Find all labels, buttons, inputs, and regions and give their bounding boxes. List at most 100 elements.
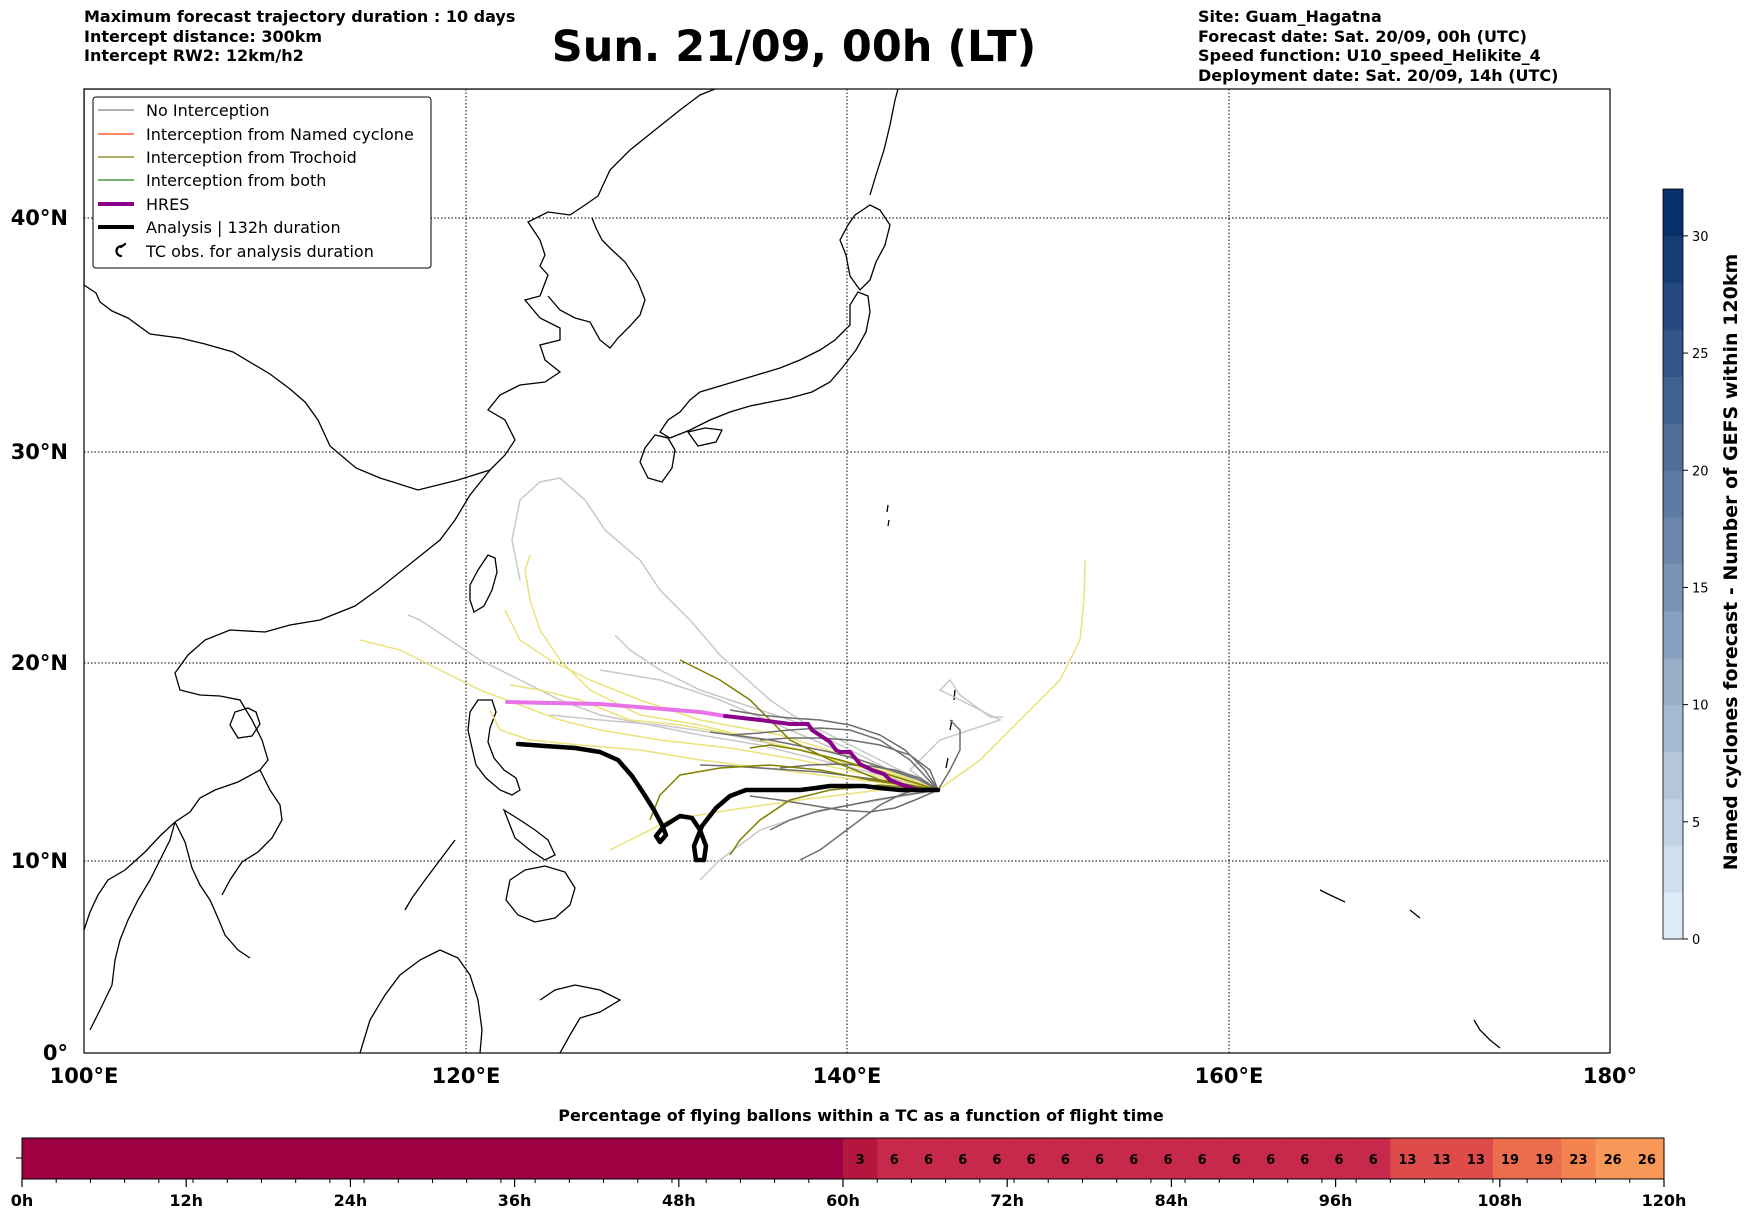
coastline-korea xyxy=(547,217,646,349)
timeline: Percentage of flying ballons within a TC… xyxy=(11,1106,1687,1210)
colorbar-band xyxy=(1663,564,1683,612)
timeline-tick-label: 84h xyxy=(1155,1191,1189,1210)
timeline-tick-label: 24h xyxy=(334,1191,368,1210)
timeline-cell-value: 6 xyxy=(1129,1153,1138,1168)
timeline-cell-value: 6 xyxy=(992,1153,1001,1168)
timeline-ticks: 0h 12h 24h 36h 48h 60h 72h 84h 96h 108h 120h xyxy=(11,1179,1686,1210)
coastline-borneo xyxy=(359,949,483,1053)
lon-labels: 100°E 120°E 140°E 160°E 180° xyxy=(50,1064,1638,1088)
timeline-cell xyxy=(1561,1138,1597,1179)
legend-box xyxy=(92,96,432,269)
lat-label-20n: 20°N xyxy=(11,651,68,675)
header-intercept-rw2: Intercept RW2: 12km/h2 xyxy=(84,46,304,65)
coastline-malay-peninsula xyxy=(89,821,176,1031)
timeline-cell-value: 13 xyxy=(1467,1153,1485,1168)
colorbar-ticks: 0 5 10 15 20 25 30 xyxy=(1683,230,1709,948)
colorbar-band xyxy=(1663,376,1683,424)
timeline-cell-value: 6 xyxy=(1095,1153,1104,1168)
analysis-track xyxy=(515,741,941,863)
coastline-asia-mainland xyxy=(84,89,716,491)
timeline-cell xyxy=(1048,1138,1083,1179)
colorbar-band xyxy=(1663,751,1683,799)
timeline-tick-label: 0h xyxy=(11,1191,34,1210)
timeline-cell xyxy=(1356,1138,1391,1179)
colorbar-frame xyxy=(1662,188,1684,940)
coastline-china-south xyxy=(84,469,491,931)
coastline-solomons xyxy=(1319,889,1421,919)
legend-item-hres: HRES xyxy=(98,195,189,214)
timeline-cell-value: 19 xyxy=(1535,1153,1553,1168)
lon-label-140e: 140°E xyxy=(813,1064,882,1088)
colorbar-tick-label: 25 xyxy=(1692,347,1709,362)
header-deployment-date: Deployment date: Sat. 20/09, 14h (UTC) xyxy=(1198,65,1559,85)
page-title: Sun. 21/09, 00h (LT) xyxy=(551,22,1037,72)
timeline-cell xyxy=(1629,1138,1665,1179)
timeline-cell xyxy=(877,1138,912,1179)
header-speed-function: Speed function: U10_speed_Helikite_4 xyxy=(1198,46,1541,65)
colorbar-bands xyxy=(1663,189,1683,940)
timeline-cell-empty xyxy=(22,1138,843,1179)
timeline-cell-value: 6 xyxy=(958,1153,967,1168)
timeline-cell-value: 6 xyxy=(1163,1153,1172,1168)
header-duration: Maximum forecast trajectory duration : 1… xyxy=(84,7,516,26)
colorbar-band xyxy=(1663,657,1683,706)
coastline-kyushu xyxy=(639,434,676,483)
timeline-cell xyxy=(945,1138,981,1179)
legend-item-trochoid: Interception from Trochoid xyxy=(98,148,357,167)
timeline-title: Percentage of flying ballons within a TC… xyxy=(558,1106,1164,1125)
legend-item-both: Interception from both xyxy=(98,171,326,190)
legend-label: Interception from Trochoid xyxy=(146,148,357,167)
timeline-cell-value: 6 xyxy=(1334,1153,1343,1168)
timeline-cell-value: 19 xyxy=(1501,1153,1519,1168)
coastline-sulawesi xyxy=(539,984,622,1053)
coastline-honshu xyxy=(659,291,871,439)
colorbar-band xyxy=(1663,517,1683,565)
timeline-cell xyxy=(1116,1138,1152,1179)
legend-item-named-cyclone: Interception from Named cyclone xyxy=(98,125,414,144)
legend-label: TC obs. for analysis duration xyxy=(145,242,374,261)
legend-label: Interception from both xyxy=(146,171,326,190)
legend-item-no-interception: No Interception xyxy=(98,101,270,120)
colorbar-tick-label: 15 xyxy=(1692,581,1709,596)
timeline-cell xyxy=(843,1138,878,1179)
coastline-sakhalin xyxy=(869,89,899,196)
timeline-cell xyxy=(1082,1138,1118,1179)
colorbar-band xyxy=(1663,845,1683,893)
header-intercept-distance: Intercept distance: 300km xyxy=(84,26,323,46)
timeline-cell-value: 6 xyxy=(1061,1153,1070,1168)
timeline-cell-value: 3 xyxy=(856,1153,865,1168)
timeline-cells: 3 6 6 6 6 6 6 6 6 6 6 6 6 6 6 6 13 13 13 19 19 23 26 26 xyxy=(22,1138,1665,1179)
timeline-cell xyxy=(1492,1138,1528,1179)
colorbar-tick-label: 20 xyxy=(1692,464,1709,479)
colorbar-band xyxy=(1663,189,1683,237)
timeline-cell xyxy=(1390,1138,1426,1179)
hres-track xyxy=(723,714,940,792)
legend-label: No Interception xyxy=(146,101,270,120)
hres-track-light xyxy=(505,700,727,718)
timeline-cell-value: 26 xyxy=(1604,1153,1622,1168)
timeline-cell xyxy=(1150,1138,1186,1179)
timeline-cell-value: 6 xyxy=(1027,1153,1036,1168)
timeline-cell-value: 6 xyxy=(890,1153,899,1168)
timeline-tick-label: 48h xyxy=(662,1191,696,1210)
legend-label: HRES xyxy=(146,195,189,214)
timeline-cell xyxy=(1527,1138,1562,1179)
timeline-cell-value: 26 xyxy=(1638,1153,1656,1168)
timeline-cell xyxy=(1424,1138,1460,1179)
coastline-vietnam xyxy=(221,769,283,896)
timeline-cell-value: 13 xyxy=(1398,1153,1416,1168)
trajectories xyxy=(359,477,1086,881)
timeline-cell xyxy=(1458,1138,1494,1179)
header-forecast-date: Forecast date: Sat. 20/09, 00h (UTC) xyxy=(1198,26,1527,46)
trajectories-dark-gray xyxy=(699,709,961,861)
header-right: Site: Guam_Hagatna Forecast date: Sat. 2… xyxy=(1198,7,1558,85)
colorbar-band xyxy=(1663,798,1683,846)
lon-label-120e: 120°E xyxy=(432,1064,501,1088)
coastline-luzon xyxy=(467,699,521,796)
timeline-tick-label: 12h xyxy=(169,1191,203,1210)
coastline-marshall xyxy=(1473,1019,1501,1049)
colorbar-label: Named cyclones forecast - Number of GEFS… xyxy=(1720,254,1742,871)
colorbar-tick-label: 30 xyxy=(1692,230,1709,245)
lat-label-30n: 30°N xyxy=(11,440,68,464)
timeline-cell-value: 6 xyxy=(1266,1153,1275,1168)
